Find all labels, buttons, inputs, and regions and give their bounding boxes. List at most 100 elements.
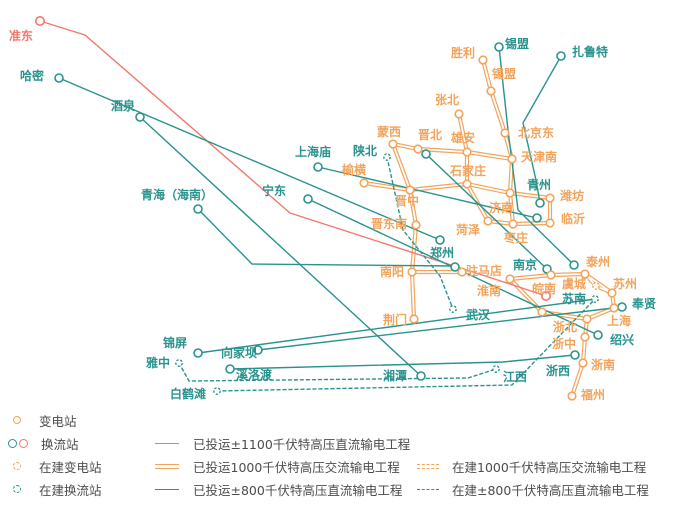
- station-marker-shanghai: [609, 303, 619, 313]
- line-xiangjiaba-fengxian-dc: [257, 306, 623, 351]
- station-label-26: 临沂: [561, 211, 585, 226]
- station-marker-wannan: [537, 307, 547, 317]
- line-core-shengli-ximeng-ac: [482, 59, 492, 92]
- station-label-7: 榆横: [342, 162, 367, 177]
- station-marker-jiuquan: [135, 112, 145, 122]
- line-core-zhebei-zhezhong-zhenan-fuzhou-ac: [571, 318, 588, 397]
- station-marker-taizhou-dc: [569, 260, 579, 270]
- station-marker-shanbei-uc: [383, 153, 391, 161]
- station-label-4: 宁东: [262, 183, 286, 198]
- legend-converter-uc: 在建换流站: [13, 481, 102, 498]
- station-marker-zhalute: [556, 51, 566, 61]
- substation-under-construction-marker-icon: [13, 462, 21, 470]
- station-label-3: 青海（海南）: [141, 187, 213, 202]
- dc1100-line-swatch: [155, 442, 179, 444]
- line-shanbei-wuhan-dc-uc: [386, 156, 454, 310]
- station-marker-beijingdong: [500, 128, 510, 138]
- station-marker-zhexi: [570, 350, 580, 360]
- dc800-uc-line-swatch: [417, 488, 439, 490]
- station-marker-jinzhong: [405, 185, 415, 195]
- legend-dc800-line: 已投运±800千伏特高压直流输电工程: [155, 481, 403, 498]
- station-marker-shaoxing: [593, 330, 603, 340]
- station-marker-jinan: [505, 188, 515, 198]
- station-label-35: 苏州: [613, 276, 637, 291]
- station-marker-tianjinnan: [507, 154, 517, 164]
- station-label-13: 锡盟: [505, 36, 529, 51]
- legend-dc800-uc-line: 在建±800千伏特高压直流输电工程: [417, 481, 649, 498]
- station-label-14: 锡盟: [492, 66, 516, 81]
- station-label-17: 天津南: [521, 149, 557, 164]
- station-label-37: 上海: [607, 313, 631, 328]
- line-shanghaimiao-linyi-dc: [317, 166, 538, 219]
- line-jiuquan-xiangtan-dc: [139, 116, 422, 377]
- station-label-9: 晋北: [418, 127, 442, 142]
- station-label-11: 雄安: [450, 130, 475, 145]
- legend-ac1000-uc-line: 在建1000千伏特高压交流输电工程: [417, 458, 646, 475]
- station-label-27: 郑州: [430, 245, 454, 260]
- station-label-49: 雅中: [145, 355, 170, 370]
- legend-substation-uc: 在建变电站: [13, 458, 102, 475]
- station-label-28: 驻马店: [466, 263, 502, 278]
- station-marker-jiangxi-uc: [492, 365, 500, 373]
- line-core-mengxi-jinzhong-ac: [392, 143, 411, 191]
- station-marker-zhezhong: [580, 332, 590, 342]
- station-marker-hami: [54, 73, 64, 83]
- legend-converter-uc-label: 在建换流站: [39, 482, 102, 498]
- line-core-zhangbei-xiongan-ac: [458, 113, 468, 153]
- station-label-39: 虞城: [562, 276, 586, 291]
- station-label-47: 锦屏: [163, 335, 187, 350]
- station-marker-xiangjiaba: [253, 345, 263, 355]
- station-marker-linyi-dc: [532, 213, 542, 223]
- line-zhundong-wannan-dc1100: [39, 20, 547, 297]
- station-label-19: 济南: [489, 200, 513, 215]
- station-marker-fengxian: [617, 302, 627, 312]
- station-marker-jinbei-dc: [421, 149, 431, 159]
- legend-dc800-label: 已投运±800千伏特高压直流输电工程: [193, 482, 403, 498]
- station-label-42: 绍兴: [610, 332, 634, 347]
- legend-dc1100-label: 已投运±1100千伏特高压直流输电工程: [193, 436, 411, 452]
- station-marker-wuhan-uc: [449, 305, 457, 313]
- ac1000-line-swatch: [155, 463, 179, 469]
- converter-marker-red-icon: [19, 438, 28, 448]
- station-marker-linyi: [545, 218, 555, 228]
- legend-dc1100-line: 已投运±1100千伏特高压直流输电工程: [155, 435, 411, 452]
- station-label-2: 酒泉: [111, 98, 136, 113]
- station-marker-zhebei: [582, 314, 592, 324]
- substation-marker-icon: [13, 416, 21, 424]
- station-label-36: 奉贤: [631, 296, 656, 311]
- station-label-15: 扎鲁特: [572, 44, 608, 59]
- station-label-6: 陕北: [353, 143, 377, 158]
- station-label-20: 晋中: [395, 193, 419, 208]
- station-marker-zhangbei: [454, 109, 464, 119]
- line-baihetan-sunan-dc-uc: [216, 298, 596, 392]
- station-label-29: 南阳: [380, 264, 404, 279]
- station-marker-zhumadian: [457, 267, 467, 277]
- station-label-34: 泰州: [585, 254, 610, 269]
- station-label-30: 荆门: [383, 312, 407, 327]
- station-marker-weifang: [545, 193, 555, 203]
- station-marker-jinping: [193, 348, 203, 358]
- station-label-5: 上海庙: [295, 144, 331, 159]
- station-marker-nanyang: [407, 267, 417, 277]
- station-label-50: 溪洛渡: [236, 367, 273, 382]
- legend-converter-station: 换流站: [8, 435, 79, 452]
- station-label-8: 蒙西: [377, 124, 401, 139]
- station-marker-ningdong: [303, 194, 313, 204]
- station-label-48: 向家坝: [221, 345, 257, 360]
- station-marker-zhenan: [578, 358, 588, 368]
- station-label-0: 准东: [9, 28, 33, 43]
- station-label-12: 胜利: [451, 45, 475, 60]
- line-core-shijiazhuang-jinan-ac: [466, 183, 511, 194]
- station-marker-jindongnan: [411, 220, 421, 230]
- station-marker-suzhou: [607, 288, 617, 298]
- line-zhalute-qingzhou-dc: [522, 55, 562, 204]
- station-marker-taizhou: [580, 269, 590, 279]
- station-label-24: 青州: [527, 177, 551, 192]
- dc800-line-swatch: [155, 488, 179, 490]
- station-marker-nanjing: [546, 270, 556, 280]
- station-label-52: 湘潭: [383, 368, 407, 383]
- station-label-45: 浙南: [591, 357, 615, 372]
- station-marker-ximeng: [486, 86, 496, 96]
- station-label-25: 潍坊: [559, 188, 584, 203]
- converter-under-construction-marker-icon: [13, 485, 21, 493]
